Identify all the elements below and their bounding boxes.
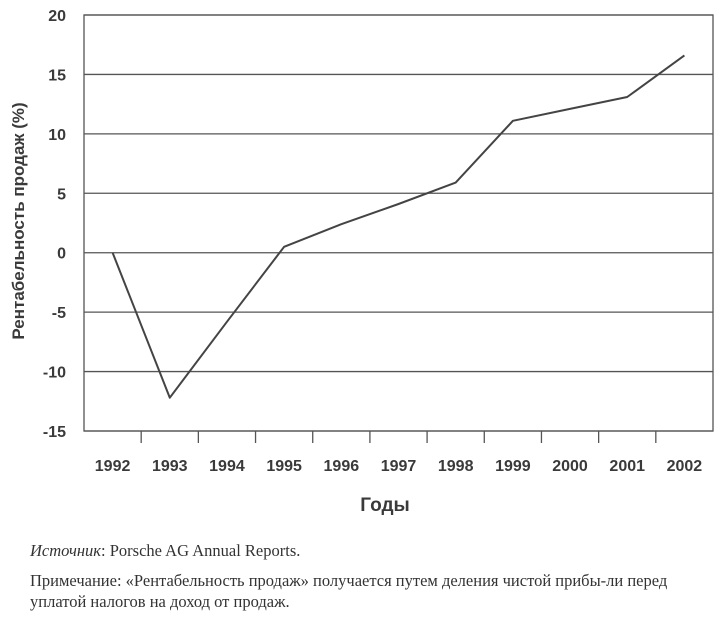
x-tick-label: 1999 — [495, 458, 531, 475]
plot-frame — [83, 14, 714, 443]
x-tick-labels: 1992 1993 1994 1995 1996 1997 1998 1999 2000 2001… — [95, 458, 703, 475]
plot-border — [83, 14, 714, 432]
x-axis-label: Годы — [360, 495, 409, 516]
y-axis-label: Рентабельность продаж (%) — [9, 102, 28, 339]
y-tick-label: -5 — [52, 305, 66, 322]
y-tick-label: 5 — [57, 186, 66, 203]
x-tick-label: 1994 — [209, 458, 245, 475]
y-tick-label: 0 — [57, 246, 66, 263]
x-tick-label: 2002 — [667, 458, 703, 475]
y-tick-label: 15 — [48, 67, 66, 84]
x-tick-label: 1995 — [266, 458, 302, 475]
x-tick-label: 1996 — [324, 458, 360, 475]
y-tick-label: -15 — [43, 424, 66, 441]
source-text: : Porsche AG Annual Reports. — [101, 541, 301, 560]
x-tick-label: 1992 — [95, 458, 131, 475]
y-tick-label: 20 — [48, 8, 66, 25]
x-tick-label: 1998 — [438, 458, 474, 475]
x-tick-label: 1993 — [152, 458, 188, 475]
y-tick-label: -10 — [43, 365, 66, 382]
source-label: Источник — [30, 541, 102, 560]
grid-lines — [84, 14, 713, 432]
x-tick-label: 2000 — [552, 458, 588, 475]
y-tick-label: 10 — [48, 127, 66, 144]
series-line — [111, 54, 685, 399]
x-tick-label: 1997 — [381, 458, 417, 475]
footnote: Примечание: «Рентабельность продаж» полу… — [30, 571, 668, 611]
x-tick-label: 2001 — [609, 458, 645, 475]
y-tick-labels: 20 15 10 5 0 -5 -10 -15 — [43, 8, 66, 441]
source-note: Источник: Porsche AG Annual Reports. — [30, 541, 300, 561]
series-layer — [111, 54, 685, 399]
